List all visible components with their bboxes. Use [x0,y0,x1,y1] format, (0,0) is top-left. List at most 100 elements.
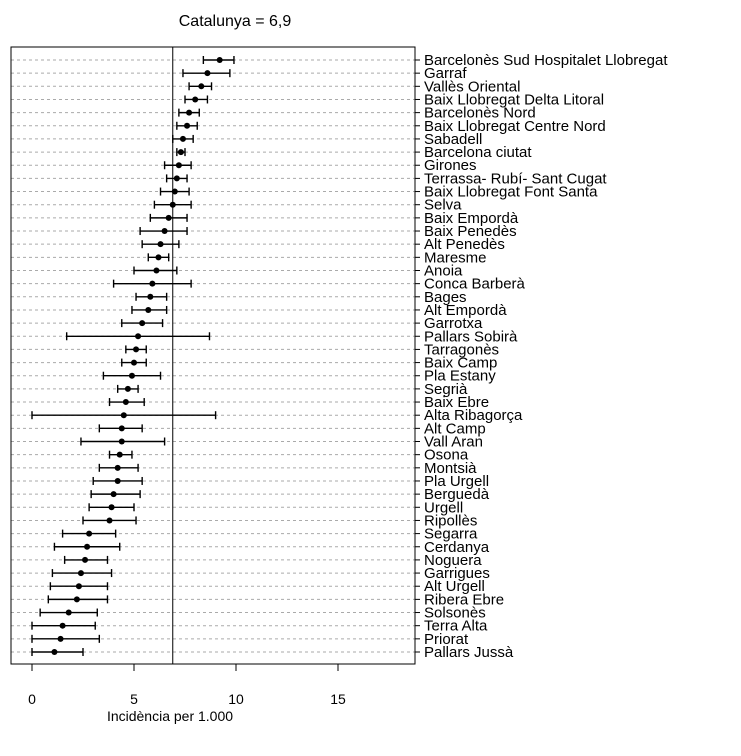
row-label: Barcelonès Nord [424,105,536,122]
point-estimate [165,214,172,221]
row-label: Ripollès [424,512,477,529]
row-label: Noguera [424,552,482,569]
point-estimate [139,320,146,327]
point-estimate [155,254,162,261]
row-label: Tarragonès [424,341,499,358]
x-tick-label: 0 [28,691,36,707]
point-estimate [108,504,115,511]
row-label: Urgell [424,499,463,516]
confidence-intervals [31,56,235,656]
point-estimate [120,412,127,419]
row-label: Alt Camp [424,420,486,437]
x-tick-label: 5 [130,691,138,707]
point-estimate [153,267,160,274]
point-estimate [122,399,129,406]
row-label: Pla Urgell [424,473,489,490]
point-estimate [175,162,182,169]
row-label: Anoia [424,262,463,279]
point-estimate [198,83,205,90]
point-estimate [131,359,137,366]
row-label: Baix Llobregat Font Santa [424,184,598,201]
point-estimate [114,477,121,484]
row-label: Baix Llobregat Delta Litoral [424,91,604,108]
row-label: Baix Camp [424,355,497,372]
row-label: Baix Penedès [424,223,517,240]
point-estimate [177,149,184,156]
row-label: Conca Barberà [424,276,526,293]
point-estimate [51,649,58,655]
row-label: Alt Urgell [424,578,485,595]
row-label: Alta Ribagorça [424,407,523,424]
point-estimate [149,280,156,287]
x-tick-label: 15 [330,691,346,707]
row-label: Berguedà [424,486,490,503]
point-estimate [216,57,223,63]
row-label: Pallars Sobirà [424,328,518,345]
row-label: Girones [424,157,477,174]
row-label: Montsià [424,460,477,477]
row-label: Barcelonès Sud Hospitalet Llobregat [424,52,668,69]
point-estimate [75,583,82,590]
point-estimate [77,570,84,577]
x-axis: 0 5 10 15 [28,664,346,707]
row-label: Terra Alta [424,618,488,635]
row-label: Bages [424,289,467,306]
row-label: Vallès Oriental [424,78,520,95]
point-estimate [157,241,164,248]
plot-frame [10,46,416,665]
point-estimate [192,96,199,103]
row-label: Terrassa- Rubí- Sant Cugat [424,170,607,187]
point-estimate [59,622,66,629]
gridlines [11,59,415,653]
row-label: Pallars Jussà [424,644,514,661]
point-estimate [86,530,93,537]
row-label: Alt Empordà [424,302,507,319]
row-labels: Barcelonès Sud Hospitalet LlobregatGarra… [415,52,668,661]
point-estimate [184,122,191,129]
point-estimate [106,517,113,524]
row-label: Ribera Ebre [424,591,504,608]
point-estimate [118,425,125,432]
row-label: Sabadell [424,131,482,148]
row-label: Garrotxa [424,315,483,332]
row-label: Baix Ebre [424,394,489,411]
row-label: Garrigues [424,565,490,582]
point-estimate [161,228,168,235]
point-estimate [65,609,72,616]
row-label: Alt Penedès [424,236,505,253]
point-estimate [147,293,154,300]
point-estimate [145,306,152,313]
chart-title: Catalunya = 6,9 [179,13,292,30]
point-estimate [173,175,180,182]
point-estimate [116,451,123,458]
row-label: Garraf [424,65,467,82]
point-estimate [82,556,89,563]
point-estimate [73,596,80,603]
x-tick-label: 10 [228,691,244,707]
x-axis-label: Incidència per 1.000 [107,708,233,724]
row-label: Selva [424,197,462,214]
point-estimate [204,70,211,77]
row-label: Vall Aran [424,434,483,451]
point-estimate [179,135,186,142]
point-estimate [110,491,117,498]
point-estimate [118,438,125,445]
point-estimate [124,385,131,392]
point-estimate [128,372,135,379]
point-estimate [186,109,193,116]
row-label: Baix Empordà [424,210,519,227]
row-label: Segarra [424,526,478,543]
row-label: Solsonès [424,605,486,622]
point-estimate [114,464,121,471]
row-label: Maresme [424,249,487,266]
row-label: Segrià [424,381,468,398]
point-estimate [133,346,140,353]
point-estimate [84,543,91,550]
row-label: Pla Estany [424,368,496,385]
point-estimate [57,635,64,642]
row-label: Cerdanya [424,539,490,556]
row-label: Osona [424,447,469,464]
row-label: Priorat [424,631,469,648]
point-estimate [171,188,178,195]
